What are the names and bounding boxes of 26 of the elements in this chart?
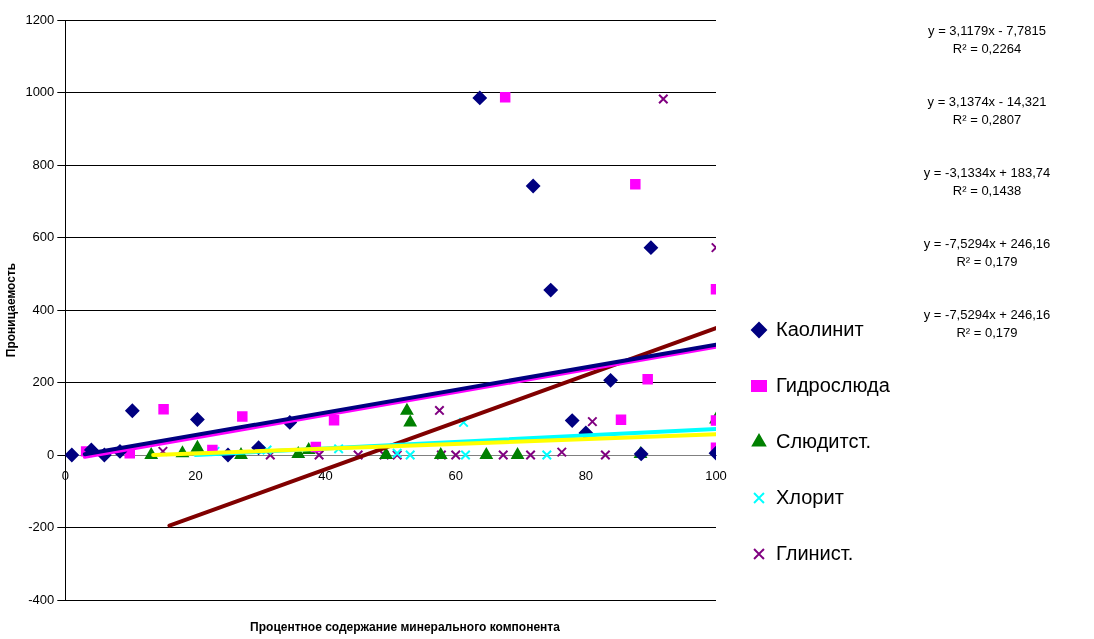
- text: y = -3,1334x + 183,74 R² = 0,1438: [922, 164, 1052, 200]
- y-tick-label: 0: [47, 446, 55, 462]
- text: y = -7,5294x + 246,16 R² = 0,179: [922, 235, 1052, 271]
- legend-label: Хлорит: [776, 485, 844, 508]
- text: y = -7,5294x + 246,16 R² = 0,179: [923, 307, 1051, 340]
- text: y = 3,1374x - 14,321 R² = 0,2807: [926, 93, 1048, 129]
- legend-label: Гидрослюда: [776, 373, 891, 396]
- x-axis-title: Процентное содержание минерального компонента: [249, 620, 561, 634]
- text: y = 3,1179x - 7,7815 R² = 0,2264: [927, 22, 1047, 58]
- legend-label: Глинист.: [776, 541, 854, 564]
- x-tick-label: 60: [448, 468, 463, 484]
- x-tick-label: 40: [318, 468, 333, 484]
- legend-label: Слюдитст.: [776, 429, 871, 452]
- y-tick-label: 800: [32, 156, 55, 172]
- y-tick-label: 600: [32, 229, 55, 245]
- y-tick-label: 400: [32, 301, 55, 317]
- y-tick-label: -400: [28, 591, 55, 607]
- x-tick-label: 100: [705, 468, 727, 484]
- legend-label: Каолинит: [776, 317, 864, 340]
- y-axis-title: Проницаемость: [3, 262, 18, 358]
- y-tick-label: -200: [28, 519, 55, 535]
- x-tick-label: 20: [188, 468, 203, 484]
- x-tick-label: 80: [578, 468, 594, 484]
- y-tick-label: 1200: [25, 11, 55, 27]
- y-tick-label: 200: [32, 374, 55, 390]
- y-tick-label: 1000: [25, 84, 55, 100]
